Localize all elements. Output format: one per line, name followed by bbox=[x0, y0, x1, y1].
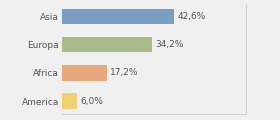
Text: 34,2%: 34,2% bbox=[155, 40, 183, 49]
Bar bbox=[62, 93, 78, 109]
Bar bbox=[62, 65, 107, 81]
Text: 6,0%: 6,0% bbox=[81, 97, 104, 106]
Bar bbox=[62, 9, 174, 24]
Text: 42,6%: 42,6% bbox=[177, 12, 206, 21]
Text: 17,2%: 17,2% bbox=[110, 68, 139, 77]
Bar bbox=[62, 37, 152, 52]
